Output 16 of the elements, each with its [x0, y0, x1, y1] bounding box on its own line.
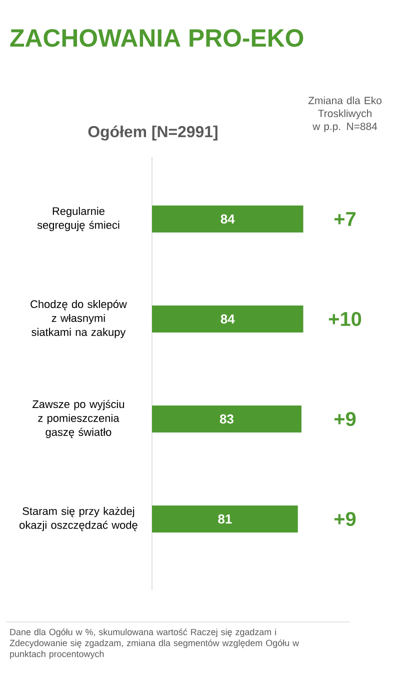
- data-label: 81: [218, 514, 232, 524]
- text: +9: [334, 512, 356, 526]
- y-tick-label: Zawsze po wyjściu z pomieszczenia gaszę światło: [32, 400, 124, 438]
- y-tick-label: Staram się przy każdej okazji oszczędzać wodę: [20, 506, 138, 532]
- y-tick-label: Chodzę do sklepów z własnymi siatkami na zakupy: [30, 300, 127, 338]
- text: +7: [334, 212, 356, 226]
- chart-subtitle: Ogółem [N=2991]: [88, 125, 218, 141]
- y-tick-label: Regularnie segreguję śmieci: [37, 206, 120, 232]
- text: +9: [334, 412, 356, 426]
- text: Zmiana dla Eko Troskliwych w p.p. N=884: [308, 96, 382, 132]
- chart-title: ZACHOWANIA PRO-EKO: [10, 29, 304, 47]
- text: +10: [328, 312, 362, 326]
- data-label: 84: [220, 214, 235, 224]
- text: Dane dla Ogółu w %, skumulowana wartość Raczej się zgadzam i Zdecydowanie się zgadzam, zmiana dla segmentów względem Ogółu w punktach procentowych: [10, 628, 300, 659]
- data-label: 84: [220, 314, 235, 324]
- data-label: 83: [220, 414, 234, 424]
